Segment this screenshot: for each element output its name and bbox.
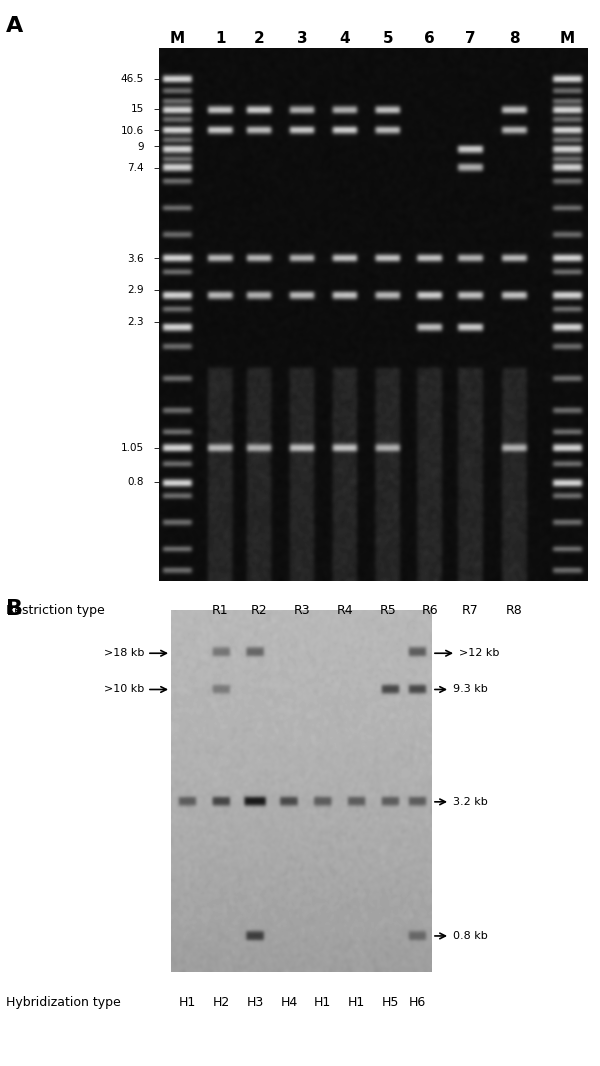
Text: 1.05: 1.05 <box>121 442 144 453</box>
Text: –: – <box>153 104 159 114</box>
Text: –: – <box>153 142 159 151</box>
Text: R4: R4 <box>337 604 353 617</box>
Text: Restriction type: Restriction type <box>6 604 105 617</box>
Text: –: – <box>153 74 159 84</box>
Text: 4: 4 <box>340 31 350 46</box>
Text: R5: R5 <box>379 604 396 617</box>
Text: 46.5: 46.5 <box>121 74 144 84</box>
Text: R3: R3 <box>293 604 310 617</box>
Text: 10.6: 10.6 <box>121 126 144 135</box>
Text: 3.2 kb: 3.2 kb <box>453 797 488 807</box>
Text: 7: 7 <box>465 31 476 46</box>
Text: 2.3: 2.3 <box>127 318 144 327</box>
Text: >18 kb: >18 kb <box>104 648 144 658</box>
Text: 3: 3 <box>296 31 307 46</box>
Text: –: – <box>153 163 159 173</box>
Text: R8: R8 <box>506 604 523 617</box>
Text: B: B <box>6 599 23 619</box>
Text: –: – <box>153 126 159 135</box>
Text: H2: H2 <box>212 996 230 1008</box>
Text: 15: 15 <box>131 104 144 114</box>
Text: 7.4: 7.4 <box>127 163 144 173</box>
Text: H1: H1 <box>348 996 365 1008</box>
Text: –: – <box>153 318 159 327</box>
Text: 5: 5 <box>382 31 393 46</box>
Text: H1: H1 <box>179 996 196 1008</box>
Text: R7: R7 <box>462 604 479 617</box>
Text: 2.9: 2.9 <box>127 286 144 295</box>
Text: 1: 1 <box>215 31 226 46</box>
Text: A: A <box>6 16 23 36</box>
Text: R2: R2 <box>251 604 268 617</box>
Text: >12 kb: >12 kb <box>459 648 499 658</box>
Text: 3.6: 3.6 <box>127 254 144 263</box>
Text: –: – <box>153 254 159 263</box>
Text: H5: H5 <box>382 996 399 1008</box>
Text: Hybridization type: Hybridization type <box>6 996 121 1008</box>
Text: R1: R1 <box>212 604 229 617</box>
Text: 9.3 kb: 9.3 kb <box>453 684 488 694</box>
Text: H4: H4 <box>280 996 298 1008</box>
Text: 0.8 kb: 0.8 kb <box>453 931 488 941</box>
Text: H6: H6 <box>409 996 426 1008</box>
Text: –: – <box>153 442 159 453</box>
Text: M: M <box>560 31 575 46</box>
Text: –: – <box>153 286 159 295</box>
Text: M: M <box>170 31 185 46</box>
Text: –: – <box>153 478 159 487</box>
Text: H1: H1 <box>314 996 331 1008</box>
Text: 0.8: 0.8 <box>128 478 144 487</box>
Text: >10 kb: >10 kb <box>104 684 144 694</box>
Text: 6: 6 <box>424 31 435 46</box>
Text: 9: 9 <box>137 142 144 151</box>
Text: 2: 2 <box>254 31 265 46</box>
Text: H3: H3 <box>247 996 264 1008</box>
Text: 8: 8 <box>509 31 520 46</box>
Text: R6: R6 <box>421 604 438 617</box>
